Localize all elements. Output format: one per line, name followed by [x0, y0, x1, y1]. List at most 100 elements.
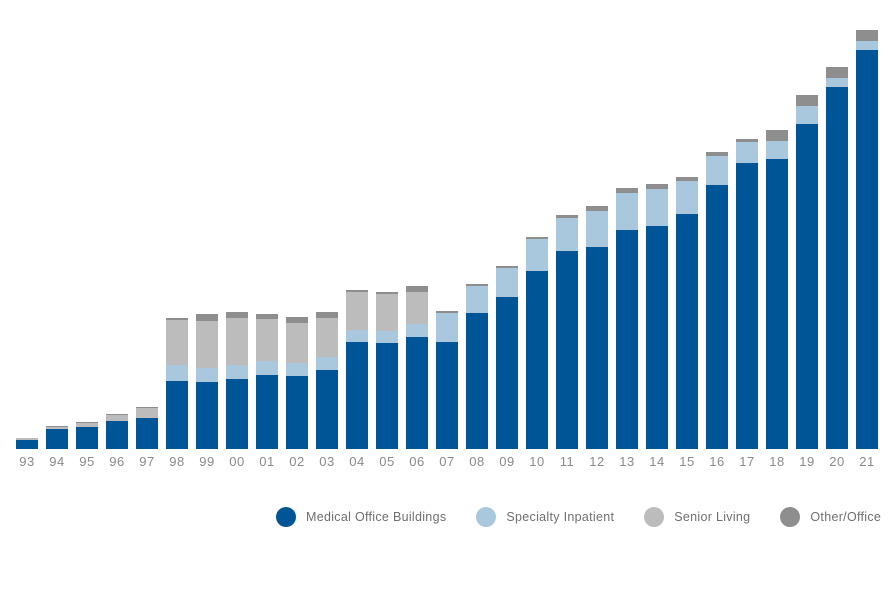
bar-segment-02-other-office [286, 317, 308, 323]
bar-segment-08-medical-office-buildings [466, 313, 488, 449]
bar-segment-98-specialty-inpatient [166, 365, 188, 381]
legend-label: Specialty Inpatient [506, 510, 615, 524]
bar-segment-99-other-office [196, 314, 218, 321]
legend-item-senior-living: Senior Living [644, 507, 750, 527]
bar-segment-02-senior-living [286, 323, 308, 363]
bar-segment-17-medical-office-buildings [736, 163, 758, 449]
bar-segment-21-other-office [856, 30, 878, 41]
x-tick-label: 96 [109, 454, 124, 469]
bar-segment-19-specialty-inpatient [796, 106, 818, 124]
x-tick-label: 06 [409, 454, 424, 469]
bar-segment-05-other-office [376, 292, 398, 294]
legend-swatch-senior-living [644, 507, 665, 527]
bar-segment-02-specialty-inpatient [286, 363, 308, 376]
x-tick-label: 11 [560, 454, 575, 469]
bar-segment-98-senior-living [166, 320, 188, 365]
bar-segment-96-other-office [106, 414, 128, 415]
bar-segment-15-specialty-inpatient [676, 181, 698, 214]
bar-segment-20-specialty-inpatient [826, 78, 848, 87]
bar-segment-14-other-office [646, 184, 668, 189]
x-tick-label: 00 [229, 454, 244, 469]
bar-segment-99-specialty-inpatient [196, 368, 218, 382]
x-tick-label: 19 [799, 454, 814, 469]
legend-swatch-other-office [780, 507, 801, 527]
bar-segment-04-other-office [346, 290, 368, 292]
x-tick-label: 94 [49, 454, 64, 469]
bar-segment-13-specialty-inpatient [616, 193, 638, 230]
bar-segment-01-other-office [256, 314, 278, 319]
bar-segment-16-specialty-inpatient [706, 156, 728, 185]
bar-segment-94-other-office [46, 426, 68, 427]
bar-segment-12-medical-office-buildings [586, 247, 608, 449]
bar-segment-03-senior-living [316, 318, 338, 357]
bar-segment-04-medical-office-buildings [346, 342, 368, 449]
bar-segment-03-other-office [316, 312, 338, 318]
bar-segment-97-other-office [136, 407, 158, 408]
bar-segment-20-medical-office-buildings [826, 87, 848, 449]
bar-segment-02-medical-office-buildings [286, 376, 308, 449]
bar-segment-13-other-office [616, 188, 638, 193]
x-tick-label: 13 [619, 454, 634, 469]
bar-segment-15-medical-office-buildings [676, 214, 698, 449]
bar-segment-00-senior-living [226, 318, 248, 365]
x-tick-labels: 93 94 95 96 97 98 99 00 01 02 03 04 05 06 07 08 09 10 11 12… [19, 454, 874, 469]
x-tick-label: 97 [139, 454, 154, 469]
x-tick-label: 12 [589, 454, 604, 469]
bars-group [16, 30, 878, 449]
bar-segment-05-senior-living [376, 294, 398, 331]
x-tick-label: 03 [319, 454, 334, 469]
bar-segment-96-senior-living [106, 415, 128, 421]
x-tick-label: 95 [79, 454, 94, 469]
bar-segment-19-medical-office-buildings [796, 124, 818, 449]
bar-segment-14-specialty-inpatient [646, 189, 668, 226]
bar-segment-07-medical-office-buildings [436, 342, 458, 449]
bar-segment-03-specialty-inpatient [316, 357, 338, 370]
x-tick-label: 18 [769, 454, 784, 469]
bar-segment-19-other-office [796, 95, 818, 106]
bar-segment-11-medical-office-buildings [556, 251, 578, 449]
bar-segment-09-other-office [496, 266, 518, 268]
bar-segment-01-medical-office-buildings [256, 375, 278, 449]
legend-item-other-office: Other/Office [780, 507, 881, 527]
bar-segment-04-specialty-inpatient [346, 330, 368, 342]
bar-segment-12-specialty-inpatient [586, 211, 608, 247]
legend: Medical Office Buildings Specialty Inpat… [276, 507, 881, 527]
bar-segment-95-senior-living [76, 423, 98, 427]
bar-segment-01-senior-living [256, 319, 278, 361]
bar-segment-06-other-office [406, 286, 428, 292]
legend-item-specialty-inpatient: Specialty Inpatient [476, 507, 614, 527]
legend-label: Senior Living [674, 510, 751, 524]
bar-segment-17-other-office [736, 139, 758, 142]
bar-segment-15-other-office [676, 177, 698, 181]
bar-segment-14-medical-office-buildings [646, 226, 668, 449]
bar-segment-97-medical-office-buildings [136, 418, 158, 449]
bar-segment-06-specialty-inpatient [406, 324, 428, 337]
bar-segment-06-senior-living [406, 292, 428, 324]
x-tick-label: 10 [529, 454, 544, 469]
x-tick-label: 99 [199, 454, 214, 469]
x-tick-label: 04 [349, 454, 364, 469]
bar-segment-16-other-office [706, 152, 728, 156]
bar-segment-97-senior-living [136, 408, 158, 418]
bar-segment-10-medical-office-buildings [526, 271, 548, 449]
x-tick-label: 02 [289, 454, 304, 469]
x-tick-label: 20 [829, 454, 844, 469]
bar-segment-03-medical-office-buildings [316, 370, 338, 449]
bar-segment-11-specialty-inpatient [556, 218, 578, 251]
bar-segment-11-other-office [556, 215, 578, 218]
x-tick-label: 08 [469, 454, 484, 469]
bar-segment-94-senior-living [46, 427, 68, 429]
legend-swatch-medical-office-buildings [276, 507, 296, 527]
x-tick-label: 09 [499, 454, 514, 469]
bar-segment-00-specialty-inpatient [226, 365, 248, 379]
bar-segment-21-specialty-inpatient [856, 41, 878, 50]
bar-segment-05-specialty-inpatient [376, 331, 398, 343]
bar-segment-09-specialty-inpatient [496, 268, 518, 297]
bar-segment-00-medical-office-buildings [226, 379, 248, 449]
bar-segment-99-senior-living [196, 321, 218, 368]
x-tick-label: 93 [19, 454, 34, 469]
legend-label: Medical Office Buildings [306, 510, 447, 524]
bar-segment-09-medical-office-buildings [496, 297, 518, 449]
x-tick-label: 14 [649, 454, 664, 469]
